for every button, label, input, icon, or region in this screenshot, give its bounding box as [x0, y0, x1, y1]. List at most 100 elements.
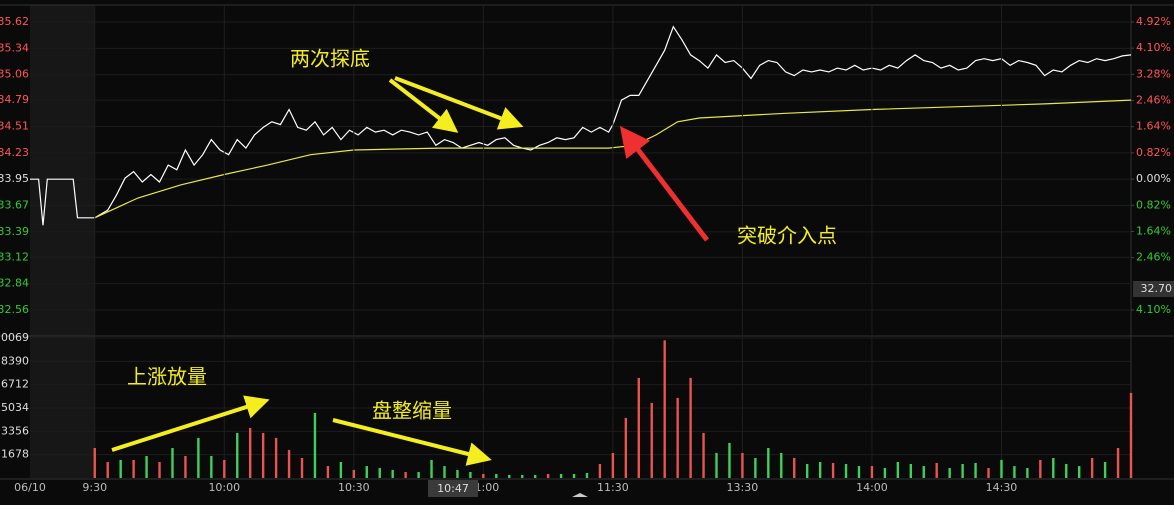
volume-bar [1116, 447, 1120, 478]
y2-tick-label: 3.28% [1136, 67, 1171, 80]
volume-bar [728, 442, 731, 478]
volume-bar [287, 449, 291, 478]
volume-bar [378, 467, 381, 478]
volume-bar [249, 427, 252, 478]
volume-bar [1052, 457, 1055, 478]
y2-tick-label: 2.46% [1136, 251, 1171, 264]
volume-bar [559, 473, 563, 478]
volume-bar [909, 463, 912, 478]
y2-tick-label: 4.10% [1136, 41, 1171, 54]
volume-bar [1065, 463, 1068, 478]
volume-bar [780, 452, 783, 478]
scroll-handle[interactable] [572, 493, 588, 497]
volume-bar [326, 466, 330, 478]
volume-bar [870, 466, 874, 478]
x-tick-label: 9:30 [82, 481, 107, 494]
volume-bar [352, 469, 356, 478]
y-tick-label: 35.62 [0, 15, 29, 28]
y2-tick-label: 1.64% [1136, 224, 1171, 237]
cursor-time: 10:47 [437, 482, 469, 495]
volume-bar [961, 463, 964, 478]
volume-bar [805, 463, 809, 478]
volume-bar [106, 462, 109, 478]
y-tick-label: 32.56 [0, 303, 29, 316]
volume-bar [274, 437, 278, 478]
volume-bar [158, 462, 161, 478]
volume-bar [145, 456, 148, 478]
volume-bar [650, 402, 653, 478]
price-line [30, 25, 1132, 226]
y2-tick-label: 4.92% [1136, 15, 1171, 28]
volume-bar [922, 466, 925, 478]
arrow [619, 126, 709, 242]
volume-bar [948, 467, 951, 478]
x-tick-label: 10:00 [208, 481, 240, 494]
y-tick-label: 33.12 [0, 250, 29, 263]
y-tick-label: 35.34 [0, 41, 29, 54]
volume-bar [754, 457, 757, 478]
y2-tick-label: 1.64% [1136, 120, 1171, 133]
volume-bar [404, 472, 407, 478]
volume-bar [896, 462, 900, 478]
y-tick-label: 34.51 [0, 119, 29, 132]
volume-bar [223, 459, 226, 478]
y2-tick-label: 4.10% [1136, 303, 1171, 316]
volume-bar [715, 452, 718, 478]
volume-bar [987, 467, 990, 478]
volume-bar [831, 462, 835, 478]
volume-bar [184, 456, 187, 478]
volume-bar [482, 473, 485, 478]
x-tick-label: 14:00 [856, 481, 888, 494]
volume-bar [883, 467, 887, 478]
x-tick-label: 10:30 [338, 481, 370, 494]
cursor-time-box [428, 480, 478, 497]
y2-tick-label: 0.82% [1136, 146, 1171, 159]
volume-bar [132, 459, 135, 478]
volume-bar [171, 447, 174, 478]
volume-bar [495, 473, 498, 478]
annotation: 上涨放量 [127, 365, 207, 389]
y-tick-label: 32.84 [0, 277, 29, 290]
volume-bar [1039, 459, 1042, 478]
arrow [394, 76, 524, 130]
volume-bar [546, 473, 550, 478]
y-tick-label: 34.23 [0, 146, 29, 159]
volume-bar [339, 462, 343, 478]
y-tick-label: 33.95 [0, 172, 29, 185]
volume-bar [663, 340, 666, 478]
volume-bar [469, 472, 472, 478]
volume-bar [1103, 462, 1107, 478]
volume-bar [624, 417, 628, 478]
y-tick-label: 33.39 [0, 225, 29, 238]
volume-bar [210, 456, 213, 478]
volume-bar [1077, 466, 1081, 478]
y-tick-label: 33.67 [0, 199, 29, 212]
volume-bar [300, 457, 304, 478]
x-tick-label: 06/10 [14, 481, 46, 494]
volume-bar [1090, 457, 1094, 478]
y-tick-label: 35.06 [0, 68, 29, 81]
volume-bar [689, 377, 692, 478]
volume-bar [857, 466, 861, 478]
volume-bar [741, 452, 744, 478]
volume-bar [430, 459, 433, 478]
volume-bar [391, 469, 394, 478]
volume-bar [236, 432, 239, 478]
annotation: 盘整缩量 [372, 399, 452, 423]
cursor-price-box [1133, 281, 1174, 297]
y2-tick-label: 0.00% [1136, 172, 1171, 185]
volume-bar [313, 412, 317, 478]
volume-bar [585, 472, 589, 478]
volume-bar [119, 459, 122, 478]
x-tick-label: 11:30 [597, 481, 629, 494]
x-tick-label: 13:30 [727, 481, 759, 494]
volume-bar [598, 463, 602, 478]
volume-bar [456, 469, 459, 478]
y2-tick-label: 2.46% [1136, 94, 1171, 107]
volume-bar [974, 462, 977, 478]
y2-tick-label: 0.82% [1136, 198, 1171, 211]
volume-bar [767, 447, 770, 478]
volume-bar [417, 472, 420, 478]
